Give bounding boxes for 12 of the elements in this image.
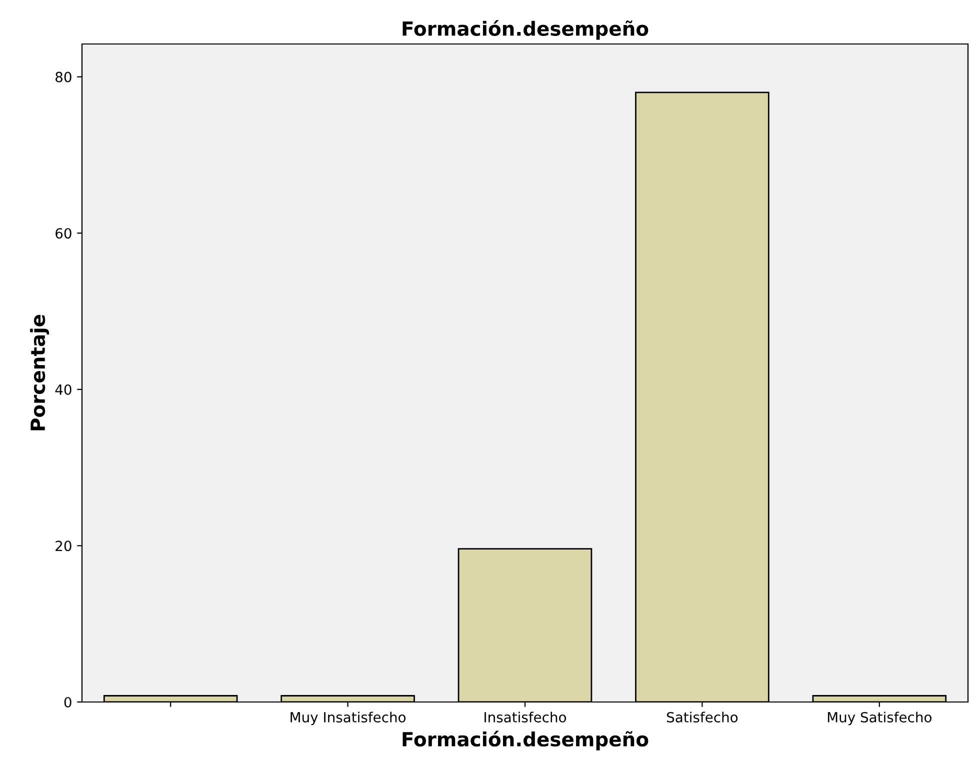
y-tick-label: 20: [56, 540, 72, 552]
y-tick-label: 60: [56, 228, 72, 239]
y-tick-label: 0: [64, 696, 72, 708]
x-tick-label: Satisfecho: [666, 712, 738, 722]
y-axis-title: Porcentaje: [30, 314, 50, 430]
x-axis-title: Formación.desempeño: [402, 730, 648, 750]
chart-title: Formación.desempeño: [402, 20, 648, 40]
y-tick-label: 40: [55, 384, 72, 395]
x-tick-label: Muy Insatisfecho: [290, 712, 406, 726]
y-tick-label: 80: [56, 72, 72, 82]
x-tick-label: Muy Satisfecho: [828, 712, 932, 726]
x-tick-label: Insatisfecho: [484, 712, 566, 722]
